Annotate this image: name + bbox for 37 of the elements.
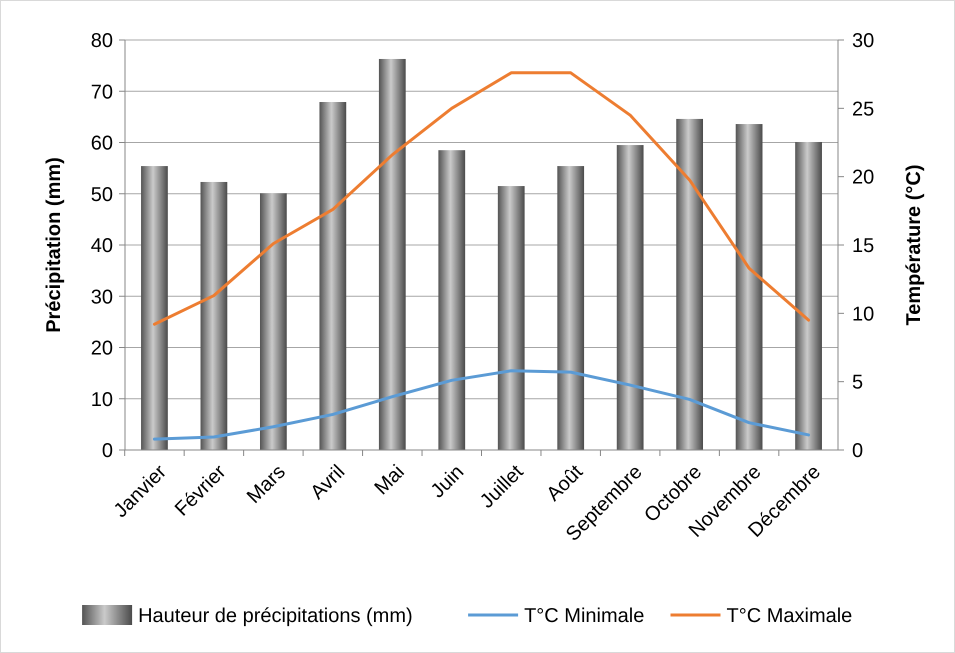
y-tick-label: 50 (90, 184, 113, 206)
y-tick-label: 70 (90, 81, 113, 104)
y2-tick-label: 0 (852, 440, 864, 462)
y-tick-label: 10 (90, 388, 113, 411)
y-tick-label: 30 (90, 286, 113, 308)
x-tick-label: Mai (370, 460, 409, 500)
x-tick-label: Juin (426, 460, 468, 502)
bar (260, 193, 287, 450)
y-axis-title: Précipitation (mm) (43, 157, 65, 333)
bar (498, 186, 525, 450)
y-tick-label: 60 (90, 132, 113, 154)
y2-axis-title: Température (°C) (903, 164, 925, 326)
y-tick-label: 20 (90, 338, 113, 360)
bar (676, 118, 704, 450)
legend-label: T°C Maximale (726, 605, 852, 627)
y2-tick-label: 15 (852, 235, 874, 257)
y2-tick-label: 10 (852, 303, 874, 326)
y2-tick-label: 30 (852, 30, 874, 52)
y-tick-label: 40 (90, 235, 113, 257)
y2-tick-label: 20 (852, 166, 874, 189)
bar (141, 166, 168, 450)
legend-label: Hauteur de précipitations (mm) (138, 605, 413, 627)
y2-tick-label: 5 (852, 372, 864, 394)
bar (557, 166, 584, 450)
bar (378, 58, 406, 450)
line-series (152, 369, 810, 441)
bar (438, 150, 466, 450)
legend-label: T°C Minimale (524, 605, 644, 627)
bar (200, 182, 228, 450)
y-tick-label: 0 (102, 440, 113, 462)
y-tick-label: 80 (90, 30, 113, 52)
bar (736, 124, 762, 450)
bar (795, 142, 822, 450)
bar (616, 145, 644, 450)
bar (319, 102, 346, 450)
line-series (152, 71, 810, 326)
y2-tick-label: 25 (852, 98, 874, 120)
